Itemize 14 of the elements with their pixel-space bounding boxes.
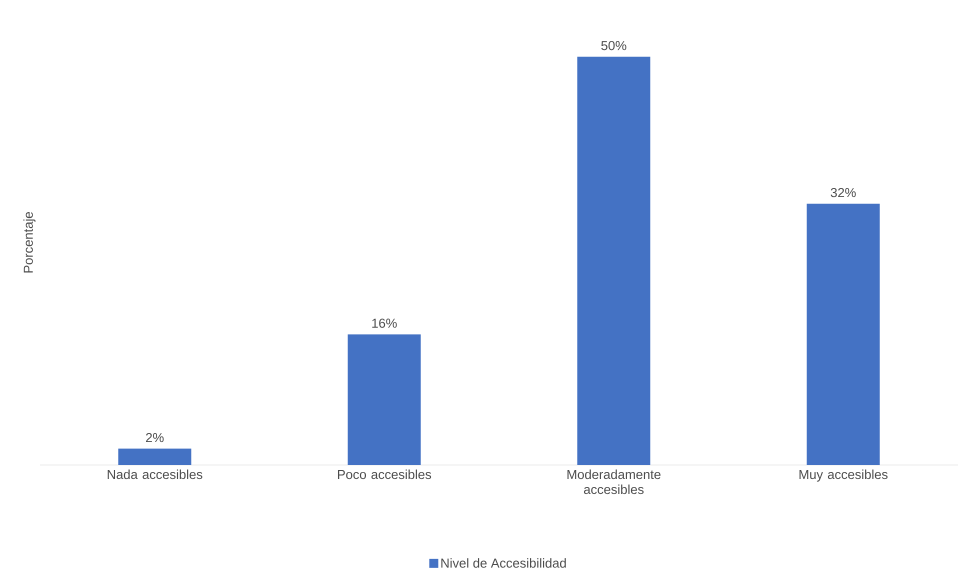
data-label: 50% (601, 41, 626, 50)
bar (806, 204, 880, 465)
data-label: 16% (372, 318, 397, 328)
x-tick-label: Poco accesibles (338, 470, 432, 480)
bar (348, 334, 421, 465)
bar (577, 56, 650, 465)
x-tick-label: Nada accesibles (108, 470, 202, 480)
data-label: 2% (146, 432, 164, 442)
data-label: 32% (830, 188, 856, 198)
bar (118, 448, 192, 465)
legend-label: Nivel de Accesibilidad (441, 558, 566, 568)
y-axis-title: Porcentaje (23, 212, 36, 273)
x-tick-label: Muy accesibles (800, 470, 888, 482)
x-tick-label: Moderadamente accesibles (567, 470, 661, 494)
